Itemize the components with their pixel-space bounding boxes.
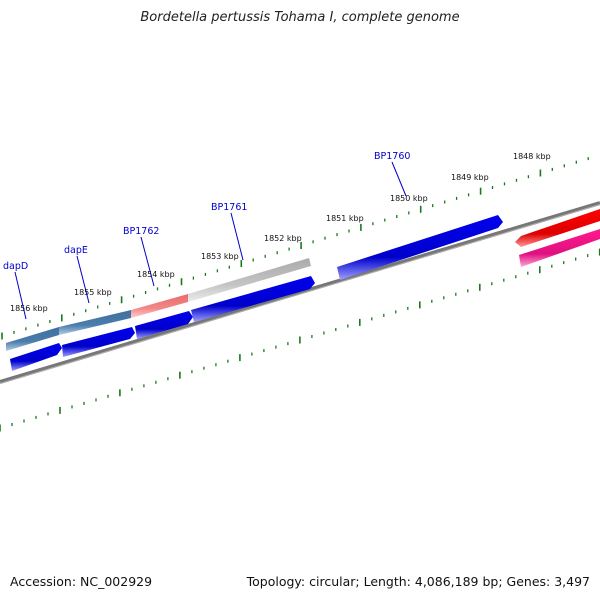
- scale-label: 1856 kbp: [10, 304, 48, 313]
- gene-leader-line: [230, 212, 244, 261]
- genome-backbone-highlight: [0, 204, 600, 384]
- topology-summary-text: Topology: circular; Length: 4,086,189 bp…: [246, 574, 590, 589]
- map-title: Bordetella pertussis Tohama I, complete …: [140, 10, 460, 25]
- scale-label: 1855 kbp: [74, 288, 112, 297]
- gene-labels: BP1760 BP1761 BP1762 dapE dapD: [3, 151, 410, 272]
- feature-BP1762-salmon: [131, 294, 188, 318]
- cds-track: [10, 215, 503, 371]
- cds-arrow-BP1760: [337, 215, 503, 280]
- scale-label: 1854 kbp: [137, 270, 175, 279]
- inner-scale-ticks: [0, 248, 600, 432]
- feature-BP1761-gray: [188, 258, 311, 302]
- accession-text: Accession: NC_002929: [10, 574, 153, 589]
- scale-label: 1853 kbp: [201, 252, 239, 261]
- gene-leader-line: [391, 161, 407, 197]
- feature-track-outer: [6, 209, 600, 351]
- feature-dapE-steelblue: [59, 310, 131, 335]
- feature-red: [515, 209, 600, 247]
- scale-label: 1848 kbp: [513, 152, 551, 161]
- gene-leader-line: [14, 271, 27, 320]
- gene-label-BP1762: BP1762: [123, 226, 159, 237]
- cds-arrow-BP1761: [191, 276, 315, 322]
- gene-label-BP1760: BP1760: [374, 151, 410, 162]
- cds-arrow-BP1762: [135, 311, 193, 339]
- gene-leader-line: [140, 236, 155, 287]
- scale-labels: 1848 kbp 1849 kbp 1850 kbp 1851 kbp 1852…: [10, 152, 551, 313]
- gene-leader-line: [76, 255, 90, 304]
- feature-dapD-steelblue: [6, 327, 59, 351]
- scale-label: 1849 kbp: [451, 173, 489, 182]
- genome-backbone: [0, 201, 600, 384]
- outer-scale-ticks: [1, 157, 589, 340]
- gene-label-BP1761: BP1761: [211, 202, 247, 213]
- cds-arrow-dapE: [62, 327, 135, 357]
- scale-label: 1851 kbp: [326, 214, 364, 223]
- feature-pink: [519, 229, 600, 267]
- gene-label-dapE: dapE: [64, 245, 88, 256]
- gene-label-leader-lines: [14, 161, 407, 320]
- scale-label: 1852 kbp: [264, 234, 302, 243]
- scale-label: 1850 kbp: [390, 194, 428, 203]
- cds-arrow-dapD: [10, 343, 62, 371]
- gene-label-dapD: dapD: [3, 261, 28, 272]
